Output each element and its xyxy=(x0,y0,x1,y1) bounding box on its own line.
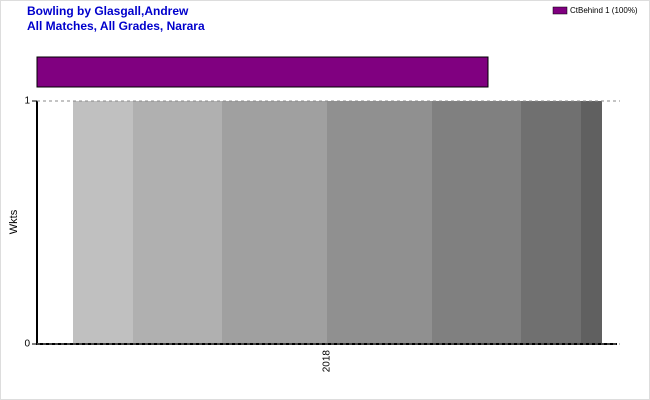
y-axis-label: Wkts xyxy=(8,209,20,234)
chart-title: Bowling by Glasgall,Andrew xyxy=(27,4,189,18)
chart-subtitle: All Matches, All Grades, Narara xyxy=(27,19,205,33)
legend-label: CtBehind 1 (100%) xyxy=(570,6,638,15)
y-tick-label: 0 xyxy=(24,339,30,350)
y-tick-label: 1 xyxy=(24,96,30,107)
legend-swatch xyxy=(552,6,568,15)
background-bands xyxy=(73,101,602,344)
x-tick-label: 2018 xyxy=(322,350,333,373)
dismissal-bar xyxy=(36,56,489,88)
